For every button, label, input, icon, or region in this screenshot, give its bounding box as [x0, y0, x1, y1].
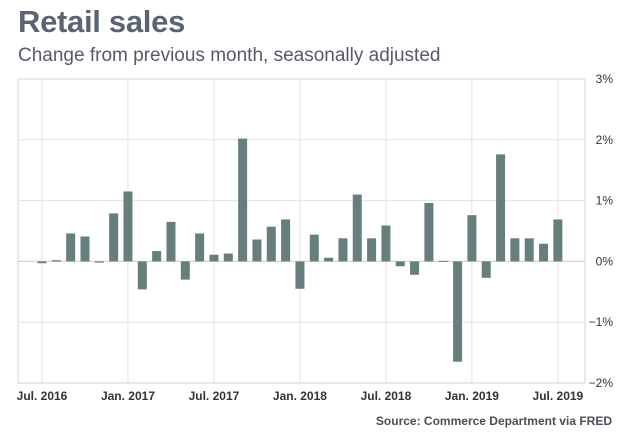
bar-2017-06	[195, 233, 205, 262]
bar-2016-07	[37, 261, 47, 264]
x-tick-label: Jan. 2018	[273, 389, 327, 403]
bar-2017-11	[266, 226, 276, 262]
bar-2017-10	[252, 239, 262, 262]
source-note: Source: Commerce Department via FRED	[375, 414, 612, 428]
y-tick-label: −2%	[589, 376, 614, 390]
bar-2019-05	[524, 238, 534, 262]
bar-2019-06	[539, 243, 549, 262]
x-tick-label: Jan. 2019	[445, 389, 499, 403]
y-tick-label: 1%	[596, 194, 614, 208]
bar-2018-09	[410, 261, 420, 275]
x-tick-label: Jul. 2016	[17, 389, 68, 403]
x-tick-label: Jul. 2019	[533, 389, 584, 403]
bar-2018-02	[309, 234, 319, 262]
y-tick-label: 0%	[596, 254, 614, 268]
bar-2018-08	[395, 261, 405, 267]
bar-2017-03	[152, 251, 162, 262]
bar-2018-11	[438, 260, 448, 262]
bar-2018-12	[453, 261, 463, 362]
x-tick-label: Jul. 2018	[361, 389, 412, 403]
bar-2018-05	[352, 194, 362, 262]
y-tick-label: 3%	[596, 72, 614, 86]
bar-2018-04	[338, 238, 348, 262]
bar-2018-06	[367, 238, 377, 262]
bar-2018-10	[424, 203, 434, 262]
bar-2018-07	[381, 225, 391, 262]
y-tick-label: −1%	[589, 315, 614, 329]
bar-2016-11	[94, 261, 104, 263]
bar-2018-01	[295, 261, 305, 289]
bar-2017-01	[123, 191, 133, 262]
chart-subtitle: Change from previous month, seasonally a…	[18, 45, 441, 66]
bar-2016-12	[109, 213, 119, 262]
bar-2019-03	[496, 154, 506, 262]
bar-2019-04	[510, 238, 520, 262]
bar-2019-01	[467, 215, 477, 262]
bar-2017-12	[281, 219, 291, 262]
bar-2016-10	[80, 236, 90, 262]
chart-title: Retail sales	[18, 4, 186, 39]
y-tick-label: 2%	[596, 133, 614, 147]
bar-2016-09	[66, 233, 76, 262]
bar-2016-08	[51, 260, 61, 262]
plot-border	[17, 78, 586, 383]
bar-2018-03	[324, 257, 334, 262]
x-tick-label: Jan. 2017	[101, 389, 155, 403]
axis-layer: 3% 2% 1% 0% −1% −2% Jul. 2016 Jan. 2017 Jul. 201…	[17, 72, 614, 403]
bar-2019-02	[481, 261, 491, 278]
x-tick-label: Jul. 2017	[189, 389, 240, 403]
bar-2017-04	[166, 221, 176, 262]
bar-2017-09	[238, 138, 248, 262]
bar-layer	[37, 138, 563, 362]
bar-2017-05	[180, 261, 190, 280]
bar-2017-07	[209, 254, 219, 262]
bar-2017-02	[137, 261, 147, 290]
bar-2019-07	[553, 219, 563, 262]
bar-2017-08	[223, 253, 233, 262]
